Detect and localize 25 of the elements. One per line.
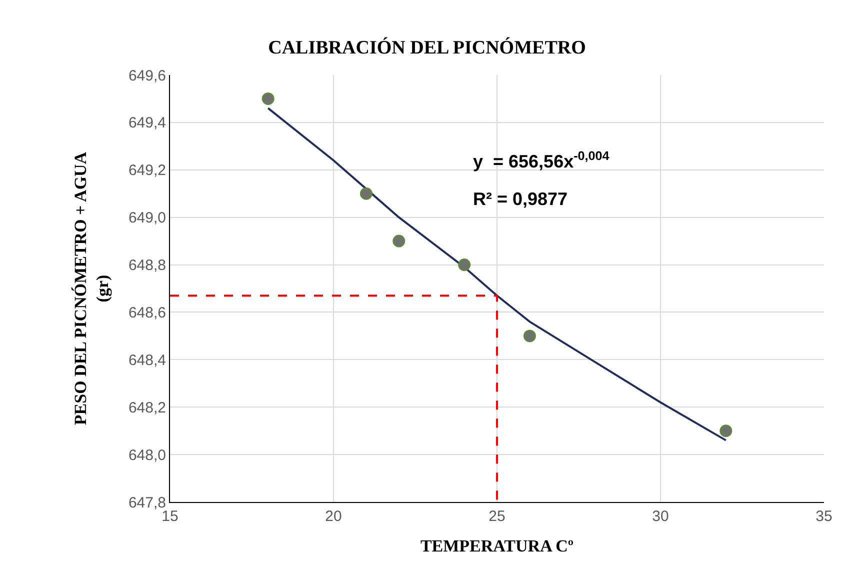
- y-tick-label: 648,8: [128, 257, 166, 274]
- point: [392, 234, 406, 248]
- point: [262, 92, 274, 105]
- point: [360, 187, 372, 200]
- y-tick-label: 649,4: [128, 114, 166, 132]
- point: [458, 258, 471, 272]
- annotation: R² = 0,9877: [473, 189, 568, 209]
- y-tick-label: 649,2: [128, 162, 166, 180]
- y-tick-label: 649,6: [128, 67, 166, 84]
- y-tick-label: 649,0: [128, 210, 166, 227]
- y-tick-label: 648,4: [128, 352, 166, 369]
- y-tick-label: 648,2: [128, 399, 166, 416]
- y-tick-label: 648,6: [128, 304, 166, 322]
- x-axis-title: TEMPERATURA Cº: [420, 536, 574, 556]
- y-axis-title: PESO DEL PICNÓMETRO + AGUA (gr): [70, 151, 112, 426]
- x-tick-label: 35: [816, 508, 832, 525]
- point: [720, 424, 732, 438]
- y-tick-label: 648,0: [128, 446, 166, 464]
- line-series: [267, 107, 727, 442]
- chart-title: CALIBRACIÓN DEL PICNÓMETRO: [268, 36, 586, 59]
- x-tick-label: 30: [652, 508, 669, 525]
- x-tick-label: 20: [325, 508, 342, 525]
- x-tick-label: 25: [488, 508, 506, 525]
- annotation: y = 656,56x$^{-0,004}$: [473, 149, 610, 172]
- point: [523, 330, 536, 342]
